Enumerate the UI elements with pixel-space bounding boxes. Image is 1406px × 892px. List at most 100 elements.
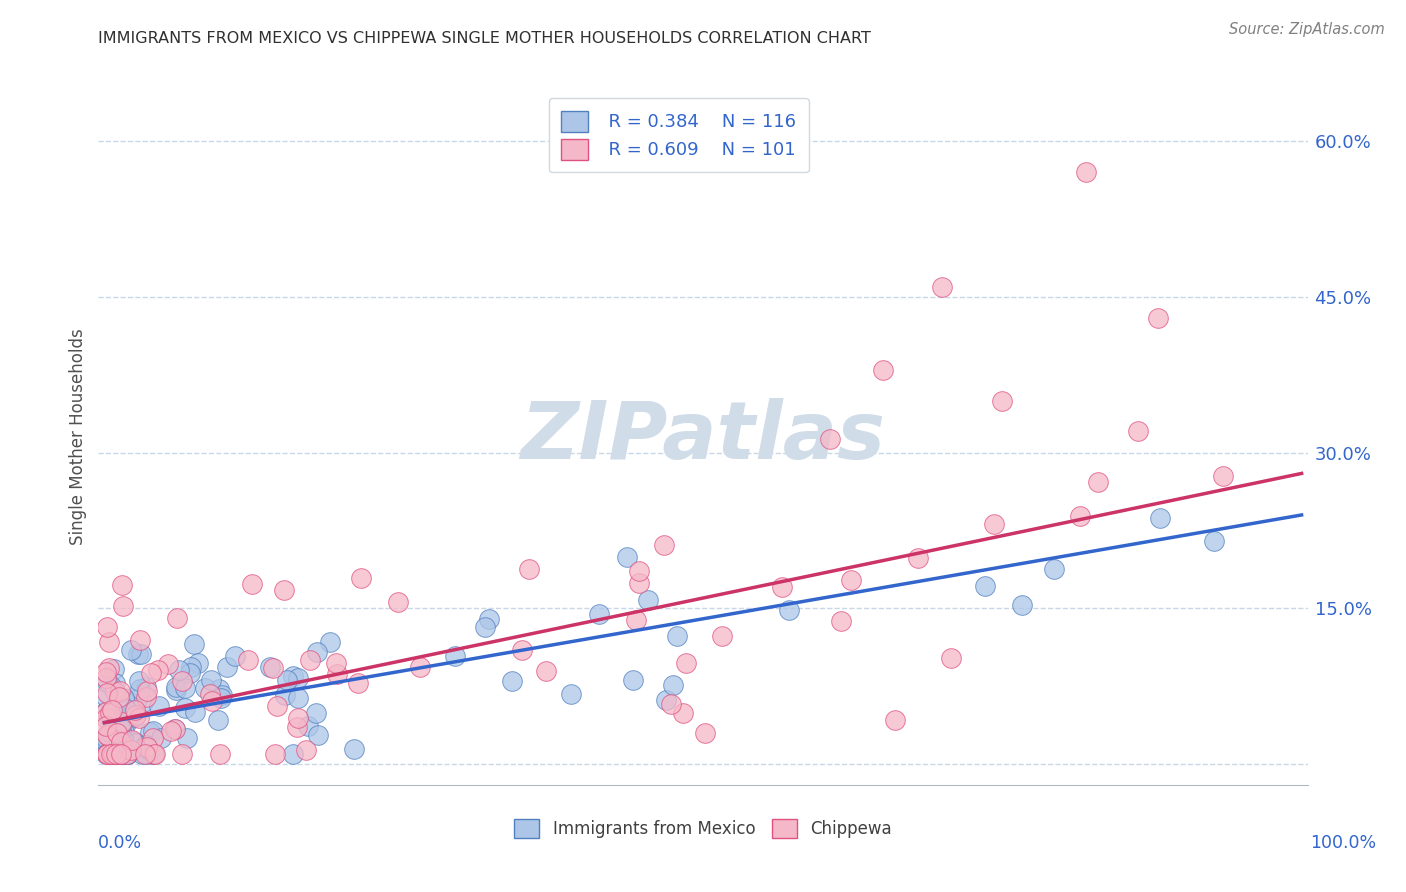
Point — [97, 635, 120, 649]
Point — [1128, 425, 1150, 439]
Point — [127, 648, 149, 662]
Point — [287, 711, 309, 725]
Point — [939, 650, 962, 665]
Point — [121, 734, 143, 748]
Point — [131, 647, 153, 661]
Point — [169, 663, 191, 677]
Point — [209, 691, 232, 706]
Point — [97, 729, 120, 743]
Point — [96, 728, 118, 742]
Point — [111, 578, 134, 592]
Point — [839, 573, 862, 587]
Point — [215, 659, 238, 673]
Point — [319, 635, 342, 649]
Point — [103, 662, 125, 676]
Point — [143, 747, 166, 761]
Point — [111, 715, 134, 730]
Text: IMMIGRANTS FROM MEXICO VS CHIPPEWA SINGLE MOTHER HOUSEHOLDS CORRELATION CHART: IMMIGRANTS FROM MEXICO VS CHIPPEWA SINGL… — [98, 31, 872, 46]
Point — [194, 681, 217, 695]
Point — [287, 720, 309, 734]
Point — [621, 673, 644, 687]
Point — [149, 731, 172, 746]
Point — [1087, 475, 1109, 489]
Point — [273, 582, 295, 597]
Point — [94, 747, 117, 761]
Point — [501, 674, 523, 689]
Point — [96, 728, 118, 742]
Point — [173, 681, 195, 696]
Point — [207, 681, 229, 696]
Point — [117, 747, 139, 761]
Point — [104, 685, 127, 699]
Point — [991, 393, 1014, 408]
Point — [107, 699, 129, 714]
Point — [110, 747, 132, 761]
Point — [264, 747, 287, 761]
Point — [1212, 469, 1234, 483]
Point — [666, 629, 689, 643]
Point — [105, 725, 128, 739]
Point — [94, 705, 117, 719]
Point — [94, 731, 117, 745]
Point — [307, 645, 329, 659]
Point — [695, 726, 717, 740]
Point — [136, 684, 159, 698]
Point — [1202, 534, 1225, 549]
Point — [111, 706, 134, 720]
Point — [624, 614, 647, 628]
Point — [135, 690, 157, 705]
Point — [973, 579, 995, 593]
Point — [281, 669, 304, 683]
Point — [96, 686, 118, 700]
Point — [136, 739, 159, 754]
Point — [104, 747, 127, 761]
Point — [474, 620, 496, 634]
Point — [127, 692, 149, 706]
Point — [96, 736, 118, 750]
Point — [186, 656, 208, 670]
Point — [588, 607, 610, 621]
Y-axis label: Single Mother Households: Single Mother Households — [69, 329, 87, 545]
Point — [201, 694, 224, 708]
Point — [160, 724, 183, 739]
Point — [94, 711, 117, 725]
Point — [96, 747, 118, 761]
Point — [307, 728, 329, 742]
Point — [304, 706, 326, 721]
Point — [770, 580, 793, 594]
Point — [114, 702, 136, 716]
Point — [287, 691, 309, 706]
Point — [100, 747, 122, 761]
Point — [143, 747, 166, 761]
Point — [534, 664, 557, 678]
Point — [96, 705, 118, 719]
Point — [141, 666, 163, 681]
Point — [114, 706, 136, 721]
Text: 0.0%: 0.0% — [97, 834, 142, 852]
Point — [675, 656, 697, 670]
Point — [983, 516, 1005, 531]
Point — [110, 747, 132, 761]
Point — [1069, 508, 1091, 523]
Point — [200, 687, 222, 701]
Point — [125, 708, 148, 723]
Point — [97, 660, 120, 674]
Point — [818, 432, 841, 446]
Point — [1149, 511, 1171, 525]
Point — [94, 718, 117, 732]
Point — [165, 680, 187, 694]
Point — [444, 649, 467, 664]
Point — [115, 747, 138, 761]
Point — [138, 725, 160, 739]
Point — [274, 688, 297, 702]
Point — [176, 731, 198, 745]
Point — [224, 648, 246, 663]
Point — [165, 722, 187, 736]
Point — [104, 747, 127, 761]
Point — [662, 678, 685, 692]
Point — [100, 747, 122, 761]
Point — [166, 610, 188, 624]
Point — [347, 676, 370, 690]
Point — [654, 693, 676, 707]
Point — [115, 747, 138, 761]
